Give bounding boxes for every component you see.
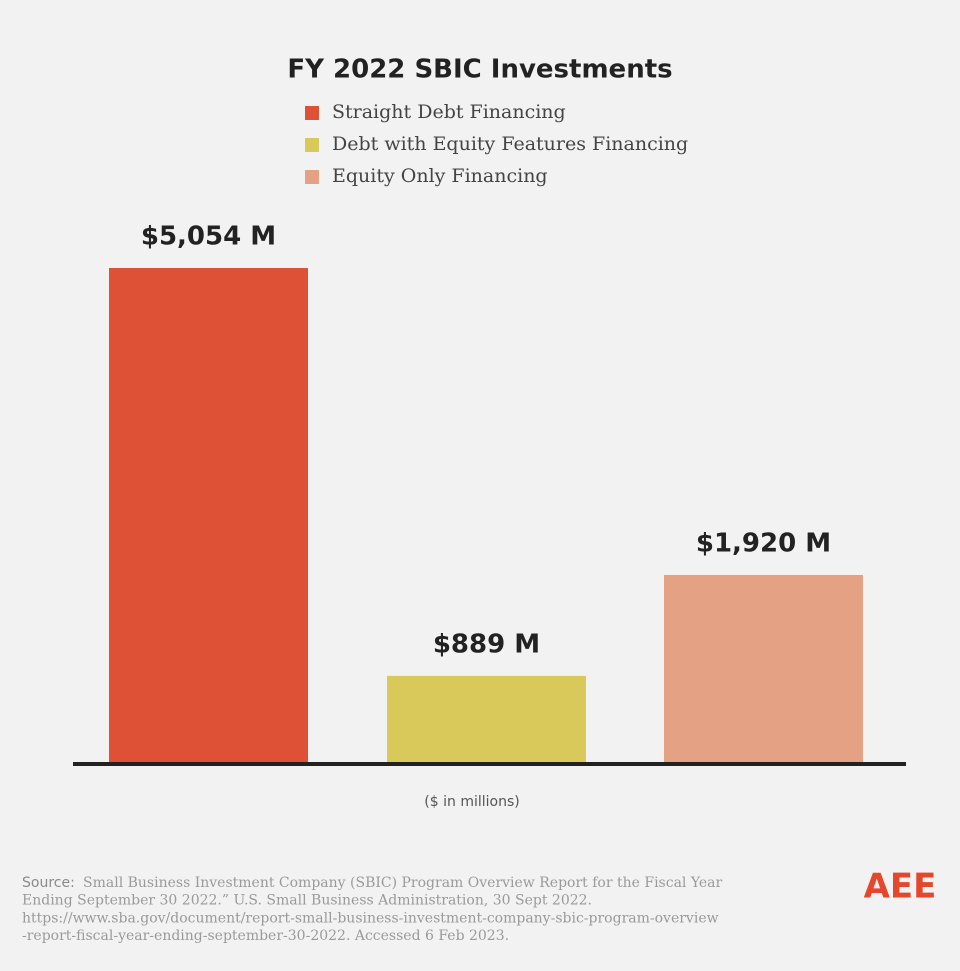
bar xyxy=(664,574,863,763)
source-text: Small Business Investment Company (SBIC)… xyxy=(83,875,723,891)
source-text: Ending September 30 2022.” U.S. Small Bu… xyxy=(22,893,592,909)
bar xyxy=(109,268,308,763)
legend-swatch xyxy=(305,106,319,120)
axis-note: ($ in millions) xyxy=(424,794,519,810)
legend-label: Debt with Equity Features Financing xyxy=(332,133,688,155)
legend-label: Straight Debt Financing xyxy=(332,101,566,123)
bar xyxy=(387,675,586,763)
legend-swatch xyxy=(305,138,319,152)
source-text: -report-fiscal-year-ending-september-30-… xyxy=(22,928,509,944)
legend-swatch xyxy=(305,170,319,184)
source-label: Source: xyxy=(22,875,75,891)
chart-title: FY 2022 SBIC Investments xyxy=(287,55,672,85)
source-text: https://www.sba.gov/document/report-smal… xyxy=(22,910,719,926)
legend-label: Equity Only Financing xyxy=(332,165,548,187)
value-label: $5,054 M xyxy=(141,222,276,252)
value-label: $889 M xyxy=(433,629,540,659)
logo: AEE xyxy=(864,867,937,907)
value-label: $1,920 M xyxy=(696,528,831,558)
